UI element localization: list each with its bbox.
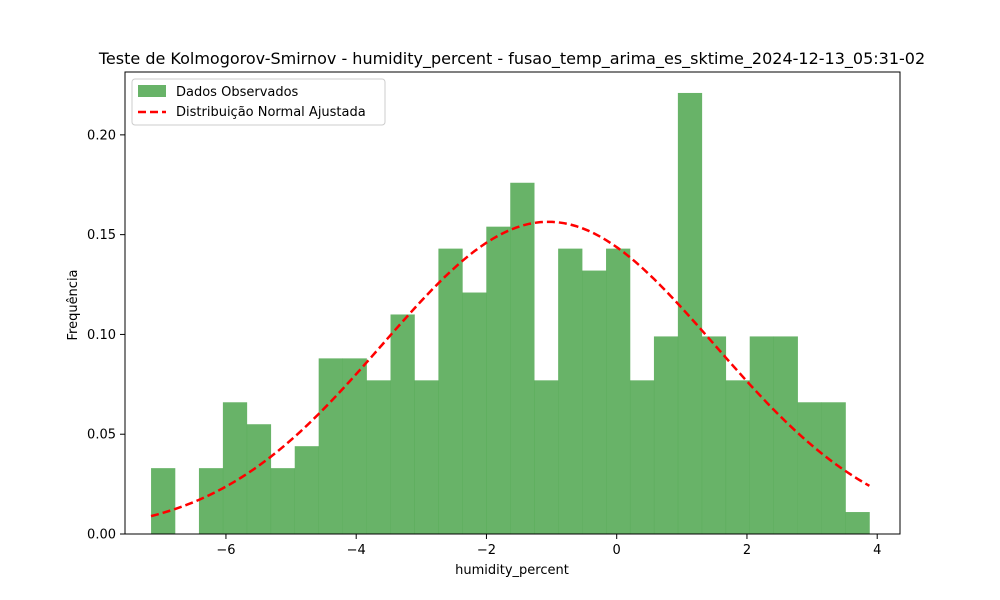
histogram-bar <box>294 446 319 534</box>
histogram-bar <box>582 270 607 534</box>
legend-frame <box>131 78 386 126</box>
legend-label-fit: Distribuição Normal Ajustada <box>176 105 366 120</box>
axes-frame <box>124 71 901 535</box>
histogram-bar <box>151 468 176 534</box>
y-tick-label: 0.00 <box>87 528 116 543</box>
y-tick-label: 0.05 <box>87 428 116 443</box>
y-axis-label: Frequência <box>66 269 81 340</box>
histogram-bar <box>653 336 679 534</box>
y-tick-label: 0.15 <box>87 228 116 243</box>
histogram-bar <box>677 92 703 534</box>
histogram-bar <box>486 226 511 534</box>
histogram-bars <box>151 92 870 534</box>
histogram-bar <box>534 380 559 534</box>
x-tick-label: 0 <box>613 543 621 558</box>
histogram-bar <box>366 380 391 534</box>
legend-label-histogram: Dados Observados <box>176 85 299 100</box>
histogram-bar <box>438 248 463 534</box>
histogram-bar <box>725 380 751 534</box>
y-tick-label: 0.20 <box>87 128 116 143</box>
histogram-bar <box>270 468 296 534</box>
histogram-bar <box>414 380 439 534</box>
x-tick-label: 4 <box>873 543 881 558</box>
x-tick-label: −2 <box>477 543 496 558</box>
histogram-bar <box>558 248 583 534</box>
histogram-bar <box>629 380 655 534</box>
histogram-bar <box>797 402 822 534</box>
histogram-bar <box>845 512 870 534</box>
x-axis-ticks: −6 −4 −2 0 2 4 <box>216 534 881 558</box>
x-tick-label: −6 <box>216 543 235 558</box>
histogram-bar <box>198 468 224 534</box>
x-tick-label: −4 <box>347 543 366 558</box>
histogram-bar <box>749 336 774 534</box>
fit-curve <box>150 220 871 518</box>
legend-swatch-histogram <box>138 85 166 97</box>
histogram-bar <box>606 248 631 534</box>
legend: Dados Observados Distribuição Normal Aju… <box>131 78 386 126</box>
y-axis-ticks: 0.00 0.05 0.10 0.15 0.20 <box>87 128 125 543</box>
histogram-bar <box>390 314 415 534</box>
histogram-bar <box>246 424 272 534</box>
x-axis-label: humidity_percent <box>455 563 569 578</box>
histogram-bar <box>342 358 367 534</box>
histogram-bar <box>510 182 535 534</box>
histogram-bar <box>462 292 487 534</box>
histogram-bar <box>701 336 727 534</box>
y-tick-label: 0.10 <box>87 328 116 343</box>
histogram-bar <box>821 402 846 534</box>
chart-title: Teste de Kolmogorov-Smirnov - humidity_p… <box>98 49 925 69</box>
axes: −6 −4 −2 0 2 4 0.00 0.05 0.10 0.15 0.20 <box>87 71 901 558</box>
histogram-bar <box>222 402 248 534</box>
histogram-bar <box>318 358 343 534</box>
x-tick-label: 2 <box>743 543 751 558</box>
histogram-bar <box>773 336 798 534</box>
